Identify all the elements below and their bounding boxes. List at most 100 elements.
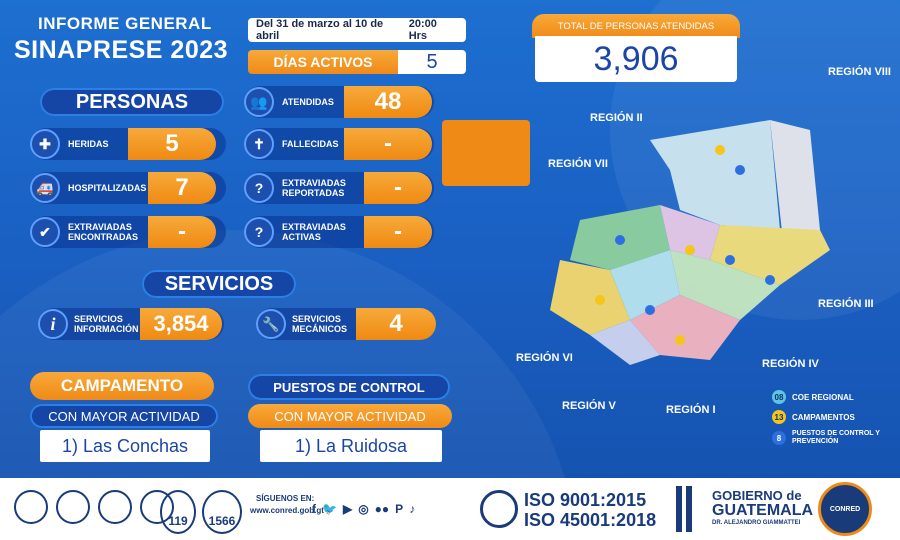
extraviadas-reportadas-label: EXTRAVIADAS REPORTADAS bbox=[282, 178, 364, 198]
legend-label: COE REGIONAL bbox=[792, 392, 854, 402]
wrench-icon: 🔧 bbox=[256, 309, 286, 339]
map-region-iv bbox=[630, 295, 740, 360]
iso-9001: ISO 9001:2015 bbox=[524, 490, 647, 510]
extraviadas-activas-label: EXTRAVIADAS ACTIVAS bbox=[282, 222, 364, 242]
iso-45001: ISO 45001:2018 bbox=[524, 510, 657, 530]
region-label: REGIÓN VIII bbox=[828, 66, 891, 78]
extraviadas-activas-value: - bbox=[364, 216, 432, 248]
servicios-mecanicos-row: 🔧 SERVICIOS MECÁNICOS 4 bbox=[256, 308, 436, 340]
date-range-box: Del 31 de marzo al 10 de abril 20:00 Hrs bbox=[248, 18, 466, 42]
campamento-value: 1) Las Conchas bbox=[40, 430, 210, 462]
footer-safety-icons bbox=[14, 490, 174, 524]
region-label: REGIÓN IV bbox=[762, 358, 819, 370]
personas-heading: PERSONAS bbox=[40, 88, 224, 116]
iso-seal-icon bbox=[480, 490, 518, 528]
label-line1: EXTRAVIADAS bbox=[282, 178, 346, 188]
injured-person-icon: ✚ bbox=[30, 129, 60, 159]
marker bbox=[685, 245, 695, 255]
twitter-icon[interactable]: 🐦 bbox=[322, 502, 337, 516]
search-person-icon: ? bbox=[244, 173, 274, 203]
heridas-row: ✚ HERIDAS 5 bbox=[30, 128, 226, 160]
atendidas-label: ATENDIDAS bbox=[282, 97, 334, 107]
servicios-mecanicos-label: SERVICIOS MECÁNICOS bbox=[292, 314, 356, 334]
map-region-iii bbox=[710, 225, 830, 285]
guatemala-flag-icon bbox=[676, 486, 698, 532]
servicios-informacion-row: i SERVICIOS INFORMACIÓN 3,854 bbox=[38, 308, 224, 340]
region-label: REGIÓN V bbox=[562, 400, 616, 412]
marker bbox=[595, 295, 605, 305]
servicios-informacion-value: 3,854 bbox=[140, 308, 222, 340]
label-line1: SERVICIOS bbox=[74, 314, 123, 324]
highlight-block bbox=[442, 120, 530, 186]
label-line2: REPORTADAS bbox=[282, 188, 345, 198]
map-region-petén bbox=[650, 120, 780, 230]
cross-icon: ✝ bbox=[244, 129, 274, 159]
atendidas-row: 👥 ATENDIDAS 48 bbox=[244, 86, 434, 118]
label-line1: SERVICIOS bbox=[292, 314, 341, 324]
hospitalizadas-value: 7 bbox=[148, 172, 216, 204]
dias-activos-value: 5 bbox=[398, 50, 466, 74]
label-line1: EXTRAVIADAS bbox=[68, 222, 132, 232]
instagram-icon[interactable]: ◎ bbox=[358, 502, 369, 516]
dias-activos-label: DÍAS ACTIVOS bbox=[248, 50, 398, 74]
region-label: REGIÓN III bbox=[818, 298, 874, 310]
fallecidas-label: FALLECIDAS bbox=[282, 139, 339, 149]
marker bbox=[645, 305, 655, 315]
servicios-informacion-label: SERVICIOS INFORMACIÓN bbox=[74, 314, 140, 334]
ambulance-icon: 🚑 bbox=[30, 173, 60, 203]
puestos-value: 1) La Ruidosa bbox=[260, 430, 442, 462]
total-label: TOTAL DE PERSONAS ATENDIDAS bbox=[532, 14, 740, 38]
heridas-value: 5 bbox=[128, 128, 216, 160]
legend-item: 8 PUESTOS DE CONTROL Y PREVENCIÓN bbox=[772, 430, 892, 446]
conred-text: CONRED bbox=[829, 505, 861, 513]
hospitalizadas-label: HOSPITALIZADAS bbox=[68, 183, 147, 193]
conred-logo: CONRED bbox=[818, 482, 872, 536]
campamento-title: CAMPAMENTO bbox=[30, 372, 214, 400]
extraviadas-reportadas-value: - bbox=[364, 172, 432, 204]
emergency-1566-badge: 1566 bbox=[202, 490, 242, 534]
website-url[interactable]: www.conred.gob.gt bbox=[250, 506, 324, 515]
people-icon: 👥 bbox=[244, 87, 274, 117]
heridas-label: HERIDAS bbox=[68, 139, 109, 149]
marker bbox=[765, 275, 775, 285]
legend-item: 13 CAMPAMENTOS bbox=[772, 410, 892, 424]
checkpoint-icon: 8 bbox=[772, 431, 786, 445]
legend-label: PUESTOS DE CONTROL Y PREVENCIÓN bbox=[792, 430, 880, 445]
map-region-viii-north bbox=[770, 120, 820, 232]
youtube-icon[interactable]: ▶ bbox=[342, 502, 353, 516]
atendidas-value: 48 bbox=[344, 86, 432, 118]
marker bbox=[715, 145, 725, 155]
hospitalizadas-row: 🚑 HOSPITALIZADAS 7 bbox=[30, 172, 226, 204]
guatemala-label: GUATEMALA bbox=[712, 502, 814, 519]
mask-icon bbox=[56, 490, 90, 524]
map-markers bbox=[595, 145, 775, 345]
handwash-icon bbox=[14, 490, 48, 524]
tiktok-icon[interactable]: ♪ bbox=[409, 502, 416, 516]
president-label: DR. ALEJANDRO GIAMMATTEI bbox=[712, 520, 801, 526]
extraviadas-encontradas-label: EXTRAVIADAS ENCONTRADAS bbox=[68, 222, 148, 242]
label-line1: EXTRAVIADAS bbox=[282, 222, 346, 232]
puestos-subtitle: CON MAYOR ACTIVIDAD bbox=[248, 404, 452, 428]
pinterest-icon[interactable]: P bbox=[395, 502, 404, 516]
marker bbox=[725, 255, 735, 265]
report-subtitle: SINAPRESE 2023 bbox=[14, 36, 229, 64]
question-person-icon: ? bbox=[244, 217, 274, 247]
label-line2: INFORMACIÓN bbox=[74, 324, 139, 334]
guatemala-map bbox=[550, 120, 830, 365]
person-check-icon: ✔ bbox=[30, 217, 60, 247]
marker bbox=[735, 165, 745, 175]
gobierno-label: GOBIERNO de bbox=[712, 488, 802, 503]
campamento-subtitle: CON MAYOR ACTIVIDAD bbox=[30, 404, 218, 428]
report-time: 20:00 Hrs bbox=[408, 18, 437, 42]
siguenos-label: SÍGUENOS EN: bbox=[256, 494, 315, 503]
region-label: REGIÓN VII bbox=[548, 158, 608, 170]
fallecidas-value: - bbox=[344, 128, 432, 160]
map-region-v bbox=[610, 250, 680, 320]
facebook-icon[interactable]: f bbox=[312, 502, 316, 516]
label-line2: ACTIVAS bbox=[282, 232, 321, 242]
extraviadas-encontradas-value: - bbox=[148, 216, 216, 248]
report-title: INFORME GENERAL bbox=[38, 14, 212, 33]
camp-icon: 13 bbox=[772, 410, 786, 424]
flickr-icon[interactable]: ●● bbox=[374, 502, 390, 516]
region-label: REGIÓN I bbox=[666, 404, 716, 416]
